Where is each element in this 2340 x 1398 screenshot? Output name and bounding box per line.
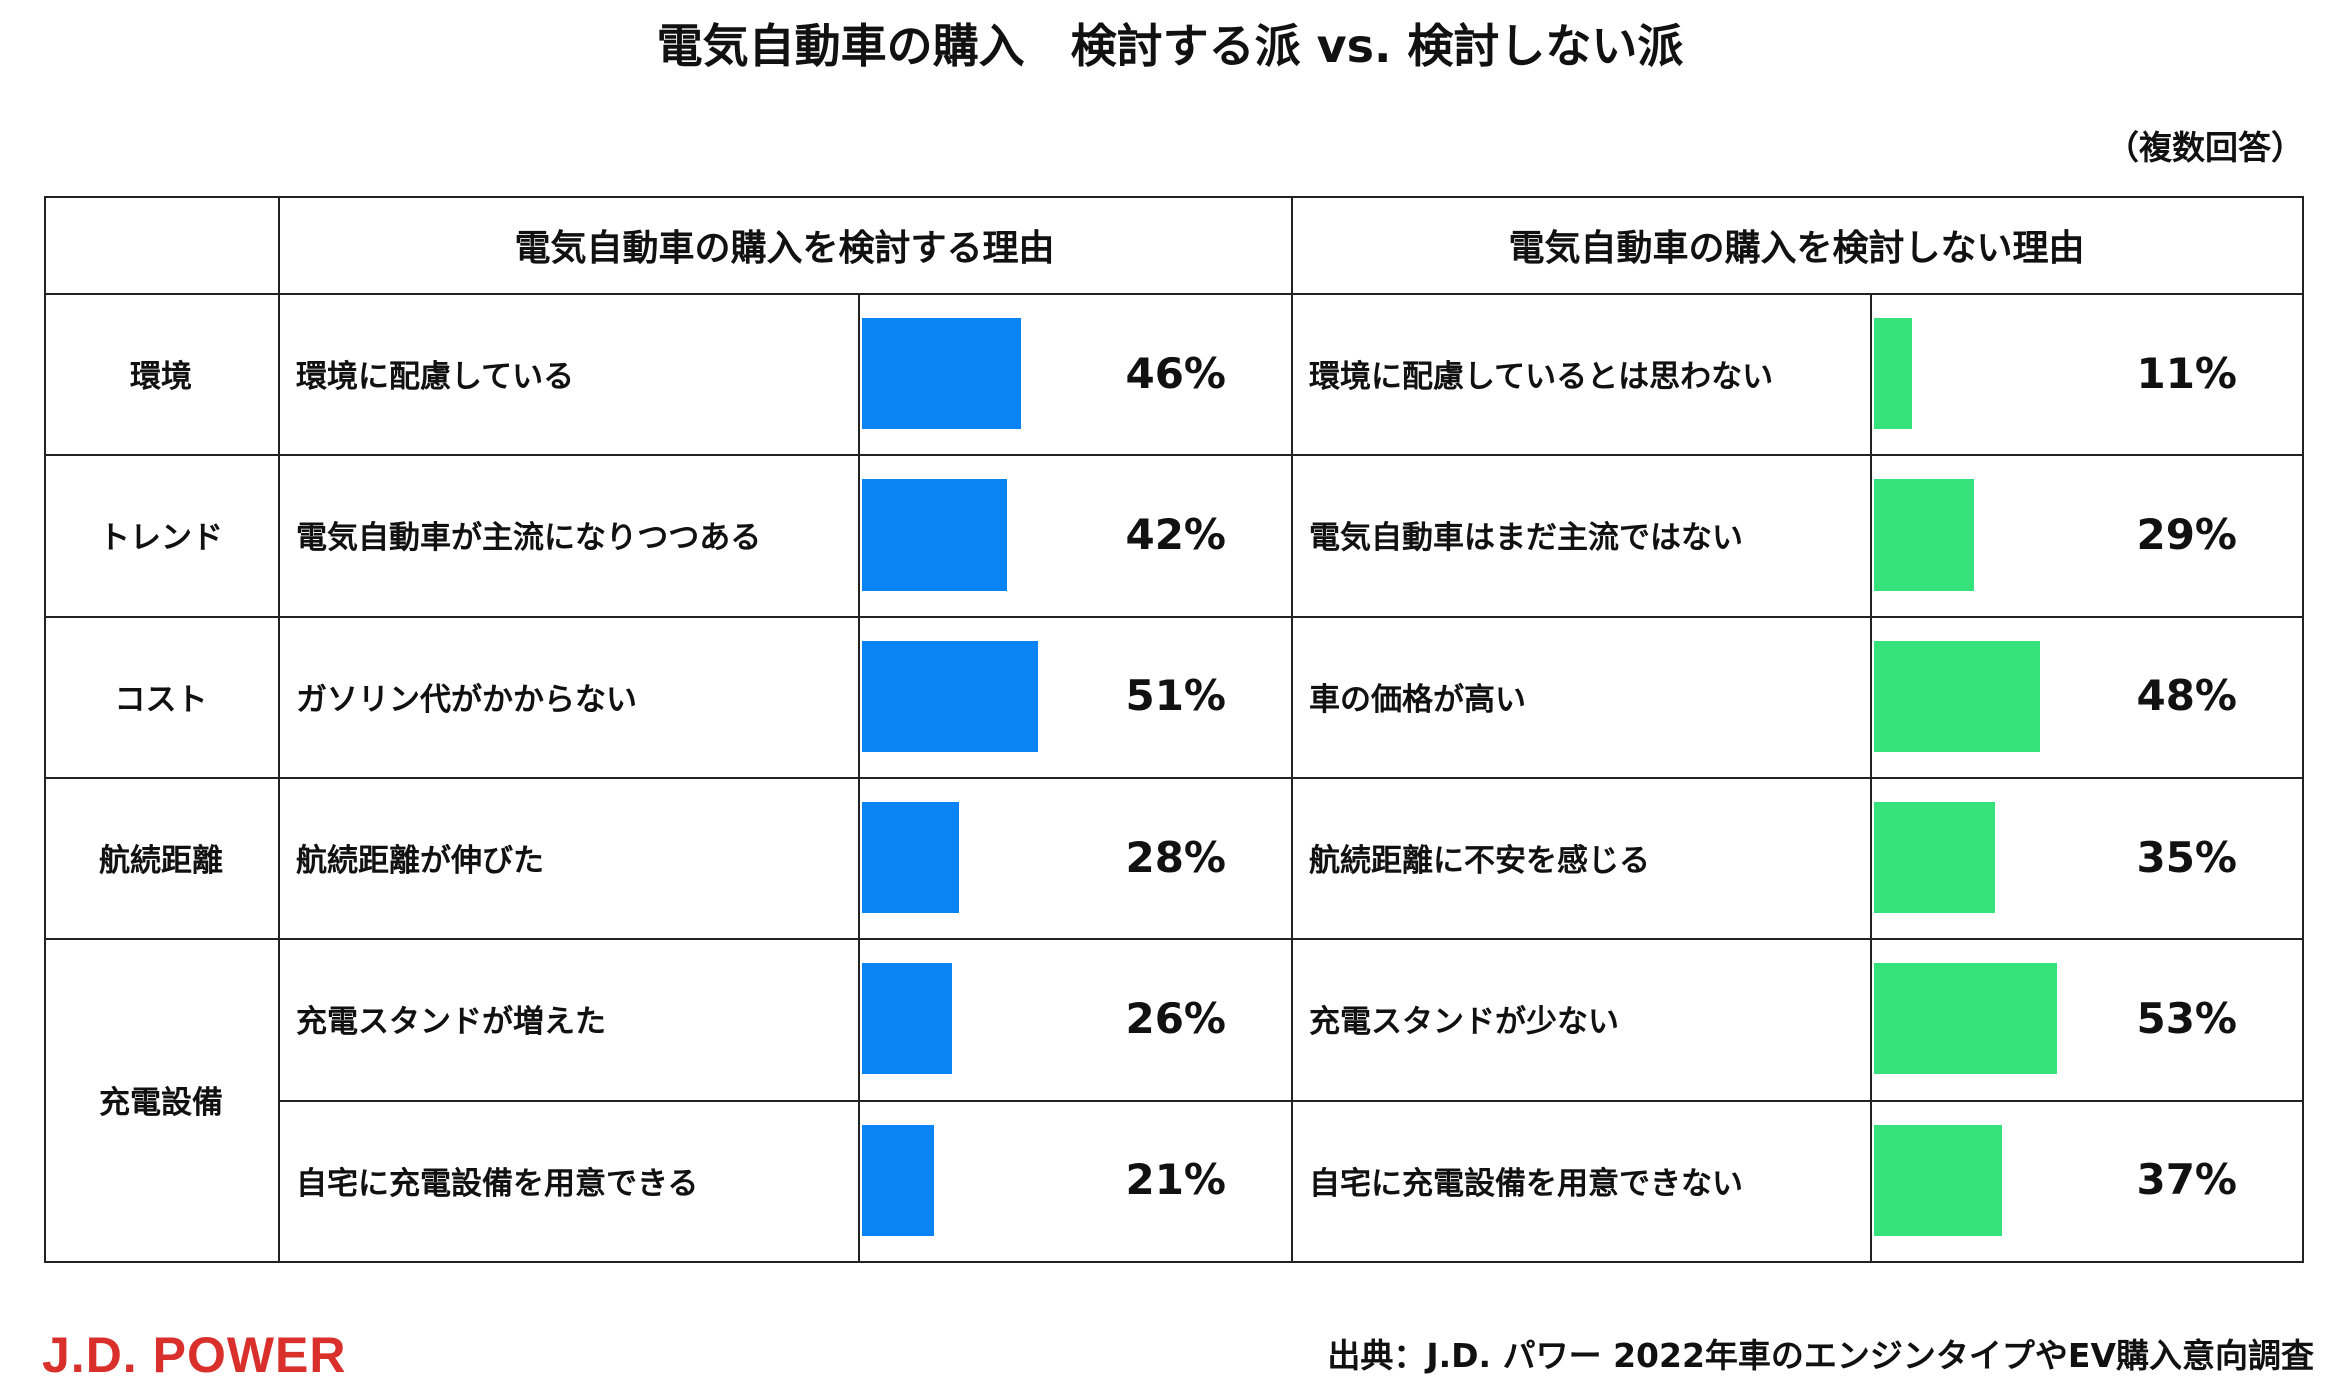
not-consider-reason-label: 航続距離に不安を感じる — [1309, 843, 1650, 880]
not-consider-bar — [1874, 318, 1912, 430]
consider-bar — [862, 963, 952, 1075]
not-consider-reason-label: 電気自動車はまだ主流ではない — [1309, 520, 1743, 557]
consider-reason-label: 電気自動車が主流になりつつある — [296, 520, 762, 557]
consider-reason-label: 環境に配慮している — [296, 359, 575, 396]
chart-title: 電気自動車の購入 検討する派 vs. 検討しない派 — [656, 19, 1684, 73]
not-consider-value-label: 35% — [2136, 832, 2237, 882]
category-label: 環境 — [130, 359, 192, 396]
consider-value-label: 26% — [1125, 993, 1226, 1043]
consider-reason-label: ガソリン代がかからない — [296, 681, 637, 718]
consider-value-label: 28% — [1125, 832, 1226, 882]
not-consider-reason-label: 環境に配慮しているとは思わない — [1309, 359, 1774, 396]
consider-bar — [862, 479, 1007, 591]
source-note: 出典：J.D. パワー 2022年車のエンジンタイプやEV購入意向調査 — [1327, 1336, 2314, 1375]
consider-bar — [862, 1124, 935, 1236]
category-label: トレンド — [99, 520, 223, 557]
table-border-right — [2302, 196, 2304, 1263]
not-consider-bar — [1874, 1124, 2002, 1236]
category-label: コスト — [114, 681, 208, 718]
consider-value-label: 51% — [1125, 671, 1226, 721]
consider-reason-label: 自宅に充電設備を用意できる — [296, 1165, 699, 1202]
not-consider-value-label: 29% — [2136, 509, 2237, 559]
row-divider — [44, 454, 2304, 457]
not-consider-reason-label: 充電スタンドが少ない — [1309, 1004, 1619, 1041]
not-consider-value-label: 48% — [2136, 671, 2237, 721]
row-divider — [44, 938, 2304, 941]
not-consider-reason-label: 車の価格が高い — [1309, 681, 1526, 718]
column-header-consider: 電気自動車の購入を検討する理由 — [514, 227, 1055, 269]
table-header-divider — [44, 293, 2304, 295]
consider-bar — [862, 801, 959, 914]
consider-bar — [862, 318, 1021, 430]
consider-reason-label: 充電スタンドが増えた — [296, 1004, 606, 1041]
column-divider — [278, 196, 280, 1263]
table-border-left — [44, 196, 46, 1263]
category-label: 充電設備 — [99, 1084, 223, 1121]
not-consider-bar — [1874, 479, 1975, 591]
consider-reason-label: 航続距離が伸びた — [296, 843, 544, 880]
row-divider — [44, 776, 2304, 779]
column-divider — [1291, 196, 1293, 1263]
consider-value-label: 42% — [1125, 509, 1226, 559]
not-consider-value-label: 53% — [2136, 993, 2237, 1043]
consider-value-label: 21% — [1125, 1155, 1226, 1205]
not-consider-value-label: 37% — [2136, 1155, 2237, 1205]
row-divider — [44, 615, 2304, 618]
table-border-bottom — [44, 1260, 2304, 1263]
consider-value-label: 46% — [1125, 348, 1226, 398]
not-consider-bar — [1874, 801, 1995, 914]
not-consider-reason-label: 自宅に充電設備を用意できない — [1309, 1165, 1743, 1202]
column-divider — [1870, 293, 1872, 1263]
column-divider — [858, 293, 860, 1263]
table-border-top — [44, 196, 2304, 198]
consider-bar — [862, 640, 1038, 752]
category-label: 航続距離 — [99, 843, 223, 880]
column-header-not-consider: 電気自動車の購入を検討しない理由 — [1508, 227, 2085, 269]
jd-power-logo: J.D. POWER — [42, 1327, 347, 1383]
not-consider-bar — [1874, 963, 2057, 1075]
multiple-answer-note: （複数回答） — [2106, 128, 2304, 167]
not-consider-value-label: 11% — [2136, 348, 2237, 398]
not-consider-bar — [1874, 640, 2040, 752]
